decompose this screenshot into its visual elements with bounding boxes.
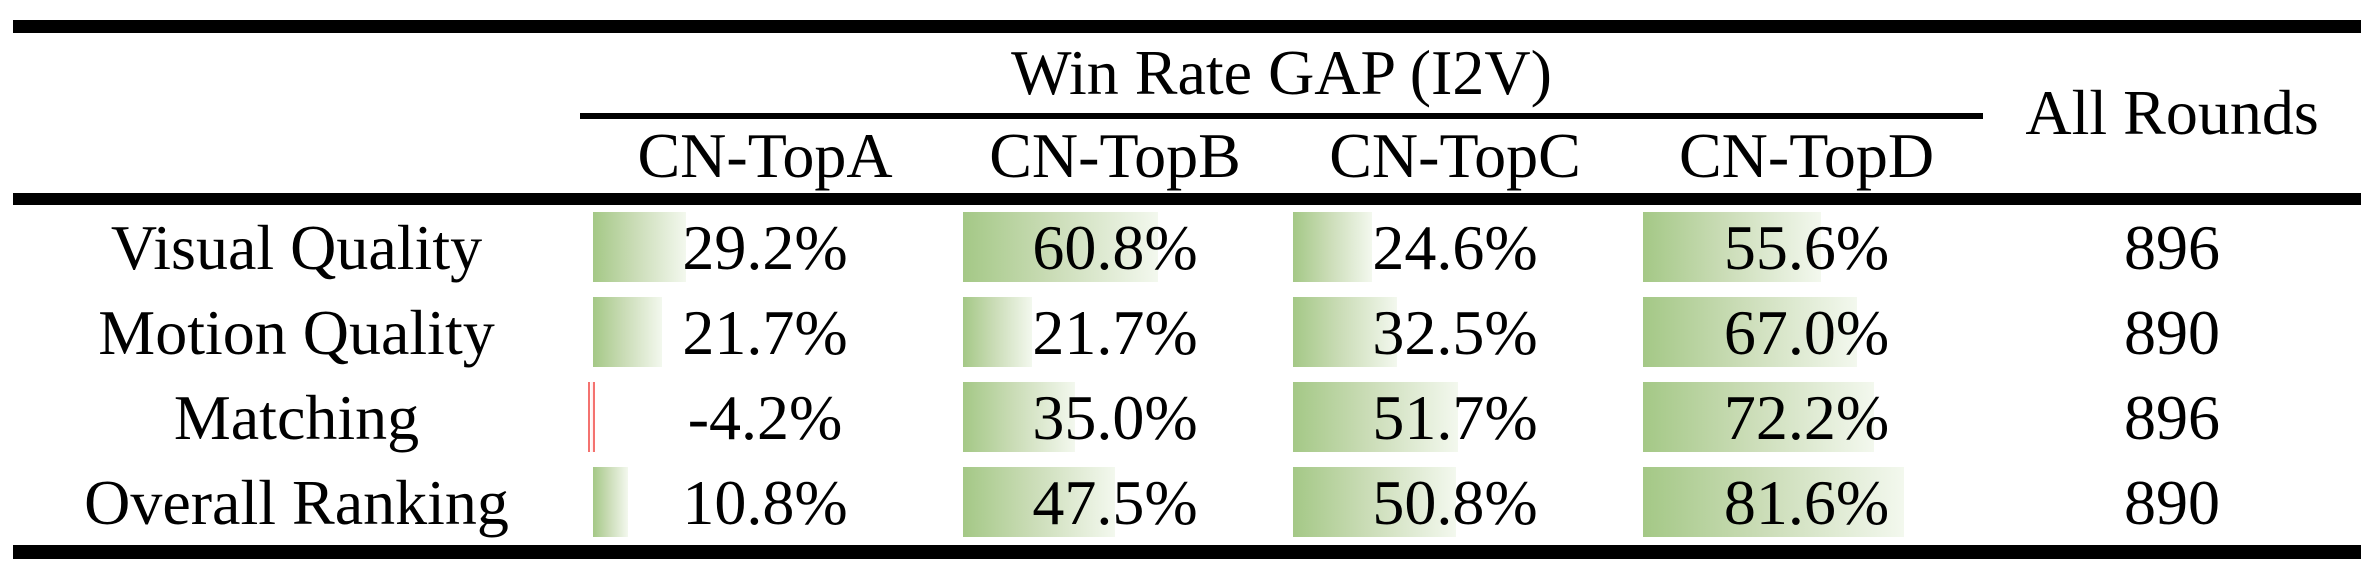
column-header-cn-topd: CN-TopD [1630, 116, 1984, 205]
win-rate-value: 60.8% [1032, 211, 1198, 283]
win-rate-value: 21.7% [1032, 296, 1198, 368]
win-rate-bar [588, 382, 595, 452]
win-rate-value: 21.7% [682, 296, 848, 368]
row-label: Overall Ranking [84, 466, 509, 538]
value-cell: 60.8% [950, 199, 1280, 290]
column-header-cn-topa: CN-TopA [580, 116, 950, 205]
win-rate-value: 72.2% [1723, 381, 1890, 453]
win-rate-value: 55.6% [1723, 211, 1890, 283]
win-rate-value: 47.5% [1032, 466, 1198, 538]
table-row-overall-ranking: Overall Ranking 10.8% 47.5% 50.8% 81.6% [13, 460, 2361, 552]
win-rate-bar [1293, 212, 1372, 282]
table-row-motion-quality: Motion Quality 21.7% 21.7% 32.5% 67.0% [13, 290, 2361, 375]
value-cell: 35.0% [950, 375, 1280, 460]
win-rate-value: 67.0% [1723, 296, 1890, 368]
win-rate-value: 24.6% [1372, 211, 1538, 283]
value-cell: 21.7% [580, 290, 950, 375]
row-label: Visual Quality [110, 211, 483, 283]
value-cell: 81.6% [1630, 460, 1983, 552]
value-cell: 24.6% [1280, 199, 1630, 290]
row-label: Matching [173, 381, 420, 453]
table-row-matching: Matching -4.2% 35.0% 51.7% 72.2% 896 [13, 375, 2361, 460]
table-header-group-row: Win Rate GAP (I2V) All Rounds [13, 26, 2362, 205]
win-rate-bar [593, 467, 628, 537]
value-cell: 72.2% [1630, 375, 1983, 460]
value-cell: 47.5% [950, 460, 1280, 552]
win-rate-value: 50.8% [1372, 466, 1538, 538]
value-cell: 29.2% [580, 199, 950, 290]
value-cell: -4.2% [580, 375, 950, 460]
win-rate-bar [963, 297, 1033, 367]
win-rate-value: 51.7% [1372, 381, 1538, 453]
value-cell: 67.0% [1630, 290, 1983, 375]
win-rate-value: 29.2% [682, 211, 848, 283]
all-rounds-value: 890 [2124, 296, 2221, 368]
all-rounds-value: 896 [2124, 211, 2221, 283]
table-row-visual-quality: Visual Quality 29.2% 60.8% 24.6% 55.6% [13, 199, 2361, 290]
win-rate-bar [593, 297, 663, 367]
win-rate-value: 81.6% [1723, 466, 1890, 538]
win-rate-value: 35.0% [1032, 381, 1198, 453]
win-rate-table: Win Rate GAP (I2V) All Rounds CN-TopA CN… [13, 20, 2362, 559]
value-cell: 10.8% [580, 460, 950, 552]
value-cell: 55.6% [1630, 199, 1983, 290]
value-cell: 50.8% [1280, 460, 1630, 552]
value-cell: 32.5% [1280, 290, 1630, 375]
column-header-cn-topb: CN-TopB [950, 116, 1280, 205]
corner-empty-cell [13, 116, 580, 205]
all-rounds-value: 896 [2124, 381, 2221, 453]
value-cell: 21.7% [950, 290, 1280, 375]
table-header-columns-row: CN-TopA CN-TopB CN-TopC CN-TopD [13, 116, 2361, 205]
column-header-all-rounds: All Rounds [1983, 26, 2362, 205]
win-rate-value: -4.2% [687, 381, 843, 453]
row-label: Motion Quality [98, 296, 495, 368]
value-cell: 51.7% [1280, 375, 1630, 460]
win-rate-value: 10.8% [682, 466, 848, 538]
corner-empty-cell [13, 27, 580, 117]
win-rate-bar [593, 212, 687, 282]
win-rate-value: 32.5% [1372, 296, 1538, 368]
all-rounds-value: 890 [2124, 466, 2221, 538]
group-header-win-rate-gap: Win Rate GAP (I2V) [580, 26, 1984, 119]
column-header-cn-topc: CN-TopC [1280, 116, 1630, 205]
